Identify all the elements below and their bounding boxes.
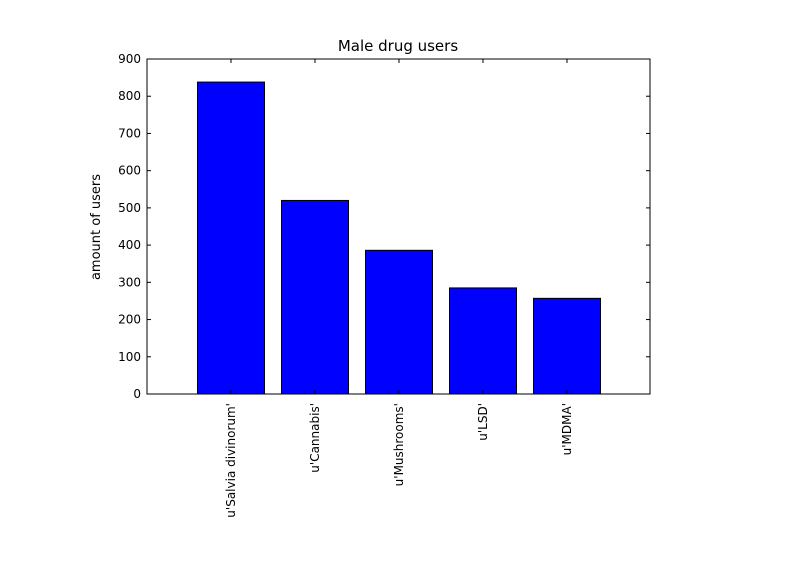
bar-3	[449, 287, 517, 395]
bar-1	[281, 199, 349, 395]
x-axis-ticks: u'Salvia divinorum' u'Cannabis' u'Mushroom…	[224, 59, 574, 518]
y-axis-label: amount of users	[89, 174, 104, 280]
x-tick-label-1: u'Cannabis'	[308, 403, 322, 473]
y-tick-label-2: 200	[118, 313, 141, 327]
x-tick-label-3: u'LSD'	[476, 403, 490, 441]
x-tick-label-0: u'Salvia divinorum'	[224, 403, 238, 518]
bar-2	[365, 249, 433, 395]
plot-frame	[146, 58, 651, 395]
y-tick-label-6: 600	[118, 164, 141, 178]
y-tick-label-1: 100	[118, 350, 141, 364]
x-tick-label-2: u'Mushrooms'	[392, 403, 406, 486]
y-tick-label-5: 500	[118, 201, 141, 215]
bars-group	[197, 81, 601, 395]
y-tick-label-9: 900	[118, 52, 141, 66]
bar-0	[197, 81, 265, 395]
y-tick-label-8: 800	[118, 89, 141, 103]
y-tick-label-3: 300	[118, 275, 141, 289]
y-axis-ticks: 0 100 200 300 400 500 600 700 800 900	[118, 52, 650, 401]
chart-title: Male drug users	[338, 37, 459, 55]
y-tick-label-7: 700	[118, 126, 141, 140]
y-tick-label-4: 400	[118, 238, 141, 252]
bar-4	[533, 297, 601, 395]
x-tick-label-4: u'MDMA'	[560, 403, 574, 455]
y-tick-label-0: 0	[133, 387, 141, 401]
